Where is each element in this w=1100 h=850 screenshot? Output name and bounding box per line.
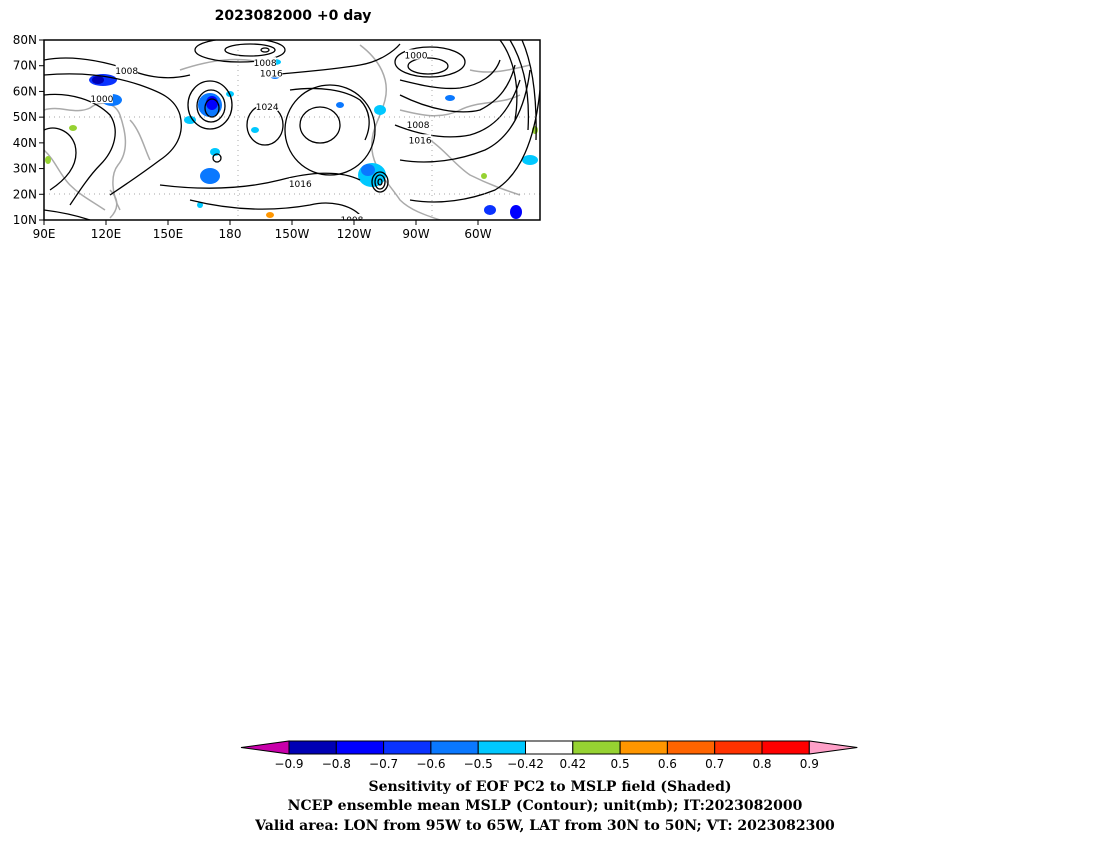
colorbar-label: −0.6 [416, 757, 445, 771]
contour-label-bg [407, 118, 430, 129]
colorbar-label: −0.9 [274, 757, 303, 771]
caption-line-1: Sensitivity of EOF PC2 to MSLP field (Sh… [368, 779, 731, 795]
colorbar-label: −0.8 [322, 757, 351, 771]
colorbar-swatch [572, 740, 621, 755]
lon-tick-label: 150W [275, 227, 310, 241]
caption-line-2: NCEP ensemble mean MSLP (Contour); unit(… [288, 798, 803, 814]
contour-label: 1016 [409, 136, 432, 146]
lat-tick-label: 50N [13, 110, 37, 124]
lat-tick-label: 60N [13, 84, 37, 98]
colorbar-swatch [383, 740, 432, 755]
sensitivity-shading [45, 59, 538, 219]
lat-tick-label: 40N [13, 136, 37, 150]
grid [44, 40, 540, 220]
contour-label-bg [260, 67, 283, 78]
colorbar-label: −0.42 [507, 757, 544, 771]
longitude-axis: 90E 120E 150E 180 150W 120W 90W 60W [33, 220, 492, 241]
colorbar-swatch [761, 740, 810, 755]
lat-tick-label: 30N [13, 162, 37, 176]
caption-line-3: Valid area: LON from 95W to 65W, LAT fro… [254, 818, 835, 834]
lat-tick-label: 10N [13, 213, 37, 227]
contour-label-bg [256, 100, 279, 111]
contour-label: 1000 [90, 95, 113, 105]
lat-tick-label: 70N [13, 59, 37, 73]
colorbar-swatch [430, 740, 479, 755]
contour-label: 1008 [115, 67, 138, 77]
colorbar: −0.9 −0.8 −0.7 −0.6 −0.5 −0.42 0.42 0.5 0.6 0.7 0.… [240, 740, 858, 771]
colorbar-swatch [666, 740, 716, 755]
colorbar-left-arrow [240, 740, 290, 755]
contour-label-bg [289, 178, 312, 188]
colorbar-label: 0.8 [752, 757, 771, 771]
colorbar-label: 0.7 [705, 757, 724, 771]
contour-label: 1000 [405, 51, 428, 61]
colorbar-swatch [288, 740, 337, 755]
lon-tick-label: 90W [402, 227, 429, 241]
contour-label-bg [90, 93, 113, 104]
map-title: 2023082000 +0 day [215, 8, 372, 24]
colorbar-swatch [525, 740, 574, 755]
contour-label-bg [409, 134, 432, 145]
contour-label: 1008 [340, 216, 363, 226]
colorbar-right-arrow [808, 740, 858, 755]
lat-tick-label: 20N [13, 187, 37, 201]
lat-tick-label: 80N [13, 33, 37, 47]
contour-label: 1024 [256, 103, 279, 113]
lon-tick-label: 150E [153, 227, 184, 241]
colorbar-swatch [335, 740, 385, 755]
contour-label: 1016 [260, 69, 283, 79]
colorbar-label: 0.5 [611, 757, 630, 771]
colorbar-swatch [477, 740, 527, 755]
colorbar-swatch [714, 740, 763, 755]
contour-label-bg [405, 49, 427, 60]
colorbar-label: 0.42 [559, 757, 586, 771]
colorbar-label: −0.5 [464, 757, 493, 771]
colorbar-label: 0.9 [800, 757, 819, 771]
latitude-axis: 80N 70N 60N 50N 40N 30N 20N 10N [13, 33, 44, 227]
coastlines [44, 44, 531, 220]
lon-tick-label: 120E [91, 227, 122, 241]
colorbar-label: 0.6 [658, 757, 677, 771]
contour-label-bg [254, 57, 277, 68]
contour-label-bg [340, 214, 363, 220]
lon-tick-label: 90E [33, 227, 56, 241]
contour-label: 1008 [407, 121, 430, 131]
contour-label: 1016 [289, 180, 312, 190]
lon-tick-label: 180 [219, 227, 242, 241]
colorbar-swatch [619, 740, 668, 755]
lon-tick-label: 120W [337, 227, 372, 241]
lon-tick-label: 60W [464, 227, 491, 241]
colorbar-label: −0.7 [369, 757, 398, 771]
contour-label-bg [115, 64, 138, 75]
contour-label: 1008 [254, 59, 277, 69]
